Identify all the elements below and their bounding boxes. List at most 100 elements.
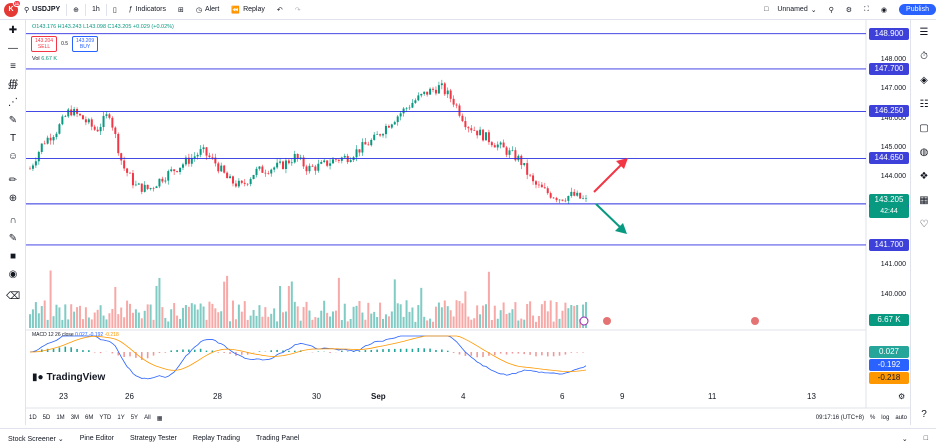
macd-histogram-bar — [282, 350, 284, 352]
us-flag-icon — [751, 317, 759, 325]
volume-bar — [573, 305, 576, 328]
volume-bar — [170, 309, 173, 328]
range-6m[interactable]: 6M — [85, 415, 94, 421]
layers-icon[interactable]: ◈ — [920, 75, 928, 86]
price-tick-label: 141.000 — [880, 261, 906, 269]
gear-icon: ⚙ — [845, 6, 853, 14]
symbol-search[interactable]: ⚲ USDJPY — [18, 0, 66, 20]
macd-histogram-bar — [499, 352, 502, 354]
layout-menu[interactable]: □ Unnamed ⌄ — [764, 6, 817, 14]
watchlist-icon[interactable]: ☰ — [919, 27, 929, 38]
broadcast-icon[interactable]: ❖ — [919, 171, 929, 182]
tab-strategy-tester[interactable]: Strategy Tester — [129, 435, 177, 442]
range-1d[interactable]: 1D — [29, 415, 37, 421]
quick-search-button[interactable]: ⚲ — [823, 0, 840, 20]
maximize-icon[interactable]: □ — [923, 435, 928, 442]
help-icon[interactable]: ? — [921, 409, 927, 420]
alert-button[interactable]: ◷ Alert — [195, 6, 220, 14]
macd-histogram-bar — [158, 352, 161, 354]
trash-icon[interactable]: ⌫ — [6, 291, 21, 302]
volume-bar — [70, 304, 73, 328]
redo-button[interactable]: ↷ — [289, 0, 307, 20]
range-5y[interactable]: 5Y — [130, 415, 139, 421]
volume-bar — [526, 303, 529, 328]
volume-bar — [543, 300, 546, 328]
candle-body — [582, 198, 585, 199]
indicators-button[interactable]: ƒ Indicators — [128, 6, 166, 13]
chart-type-button[interactable]: ▯ — [107, 0, 123, 20]
range-1y[interactable]: 1Y — [117, 415, 125, 421]
candle-body — [552, 197, 555, 199]
candle-body — [258, 166, 261, 169]
ruler-icon[interactable]: ✏ — [8, 175, 18, 186]
volume-bar — [534, 321, 537, 328]
fullscreen-button[interactable]: ⛶ — [858, 0, 875, 20]
lock-icon[interactable]: ■ — [9, 251, 17, 262]
interval-button[interactable]: 1h — [92, 6, 100, 13]
user-avatar[interactable]: K 11 — [4, 0, 21, 17]
down-arrow — [595, 203, 623, 230]
range-all[interactable]: All — [144, 415, 151, 421]
percent-toggle[interactable]: % — [869, 415, 876, 421]
volume-bar — [567, 308, 570, 328]
tab-pine-editor[interactable]: Pine Editor — [79, 435, 114, 442]
tab-stock-screener[interactable]: Stock Screener ⌄ — [8, 435, 64, 443]
brush-icon[interactable]: ✎ — [8, 115, 18, 126]
volume-bar — [508, 312, 511, 328]
candle-body — [414, 100, 417, 103]
compare-button[interactable]: ⊕ — [67, 0, 85, 20]
tab-replay-trading[interactable]: Replay Trading — [192, 435, 240, 442]
clock[interactable]: 09:17:16 (UTC+8) — [815, 415, 864, 421]
volume-bar — [511, 309, 514, 328]
magnet-icon[interactable]: ∩ — [9, 215, 17, 226]
collapse-icon[interactable]: ⌄ — [901, 435, 908, 443]
candle-body — [399, 113, 402, 117]
go-to-date-icon[interactable]: ▦ — [156, 415, 163, 422]
candle-body — [214, 157, 217, 164]
crosshair-icon[interactable]: ✚ — [8, 25, 18, 36]
emoji-icon[interactable]: ☺ — [7, 151, 19, 162]
range-5d[interactable]: 5D — [42, 415, 51, 421]
publish-button[interactable]: Publish — [899, 4, 936, 15]
range-1m[interactable]: 1M — [56, 415, 65, 421]
buy-button[interactable]: 143.209 BUY — [72, 36, 99, 52]
auto-toggle[interactable]: auto — [895, 415, 907, 421]
volume-bar — [537, 315, 540, 328]
price-tick-label: 145.000 — [880, 144, 906, 152]
pitchfork-icon[interactable]: ∰ — [7, 79, 19, 90]
alerts-icon[interactable]: ⏱ — [920, 51, 928, 62]
hotlist-icon[interactable]: ☷ — [919, 99, 929, 110]
trendline-icon[interactable]: ― — [8, 43, 18, 54]
eye-icon[interactable]: ◉ — [8, 269, 18, 280]
fib-icon[interactable]: ⋰ — [8, 97, 18, 108]
undo-button[interactable]: ↶ — [271, 0, 289, 20]
sell-button[interactable]: 143.204 SELL — [31, 36, 58, 52]
volume-bar — [329, 316, 332, 328]
text-icon[interactable]: T — [9, 133, 17, 144]
snapshot-button[interactable]: ◉ — [875, 0, 893, 20]
notifications-icon[interactable]: ♡ — [919, 219, 929, 230]
candle-body — [493, 145, 496, 148]
macd-histogram-bar — [358, 351, 361, 352]
range-ytd[interactable]: YTD — [99, 415, 112, 421]
calendar-icon[interactable]: ▦ — [919, 195, 929, 206]
axis-settings-icon[interactable]: ⚙ — [898, 392, 906, 401]
horizontal-lines-icon[interactable]: ≡ — [10, 61, 16, 72]
candle-body — [252, 174, 255, 180]
zoom-in-icon[interactable]: ⊕ — [8, 193, 18, 204]
templates-button[interactable]: ⊞ — [172, 0, 190, 20]
lock-drawing-icon[interactable]: ✎ — [8, 233, 18, 244]
ideas-icon[interactable]: ◍ — [919, 147, 929, 158]
divider — [66, 3, 68, 16]
range-3m[interactable]: 3M — [70, 415, 80, 421]
settings-button[interactable]: ⚙ — [840, 0, 858, 20]
macd-histogram-bar — [188, 349, 190, 352]
tab-trading-panel[interactable]: Trading Panel — [255, 435, 300, 442]
replay-button[interactable]: ⏪ Replay — [231, 6, 265, 14]
candle-body — [540, 184, 543, 188]
candle-body — [464, 121, 467, 128]
volume-bar — [311, 319, 314, 328]
chat-icon[interactable]: ▢ — [919, 123, 929, 134]
log-toggle[interactable]: log — [881, 415, 890, 421]
